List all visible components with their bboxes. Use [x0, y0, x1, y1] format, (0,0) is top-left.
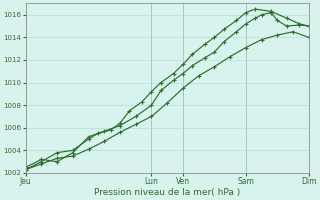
X-axis label: Pression niveau de la mer( hPa ): Pression niveau de la mer( hPa ) [94, 188, 240, 197]
